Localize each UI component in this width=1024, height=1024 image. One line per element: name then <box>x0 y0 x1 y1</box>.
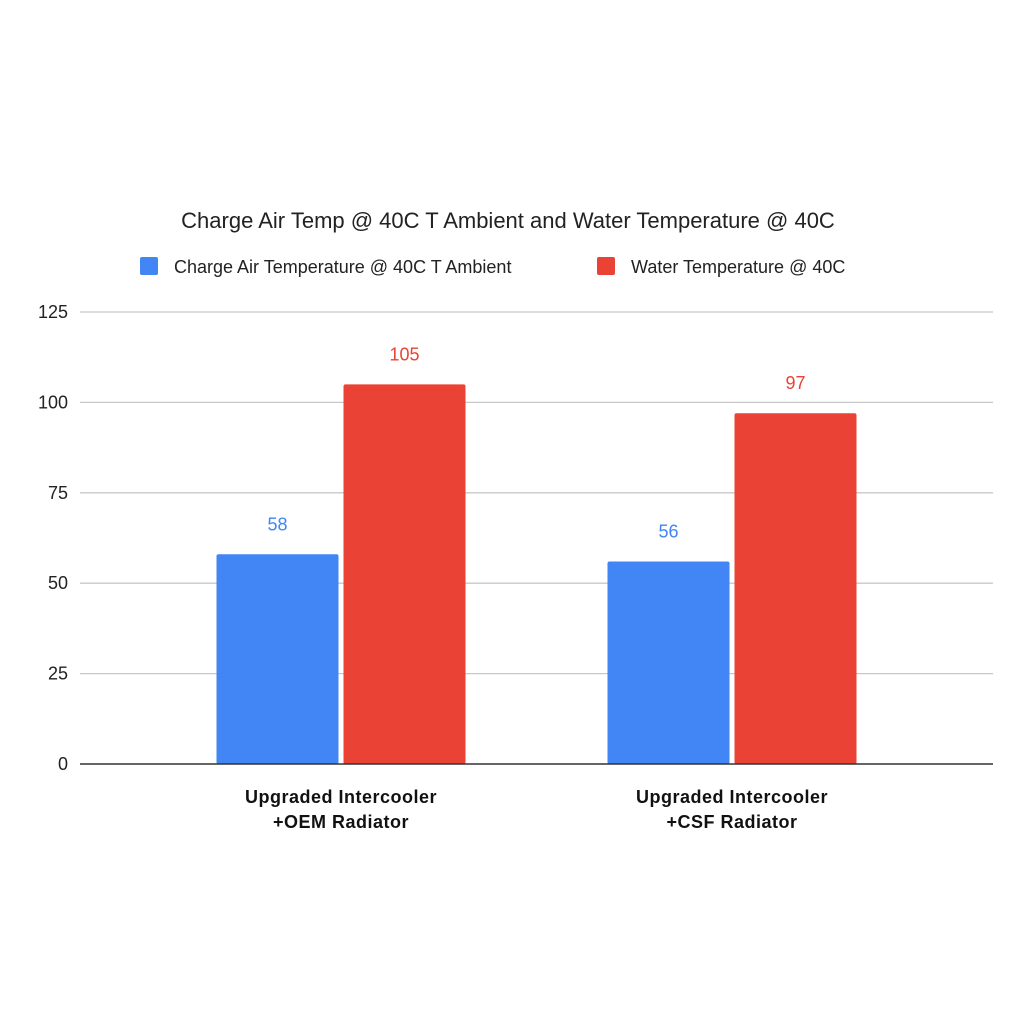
y-axis: 0 25 50 75 100 125 <box>38 302 68 774</box>
legend-swatch <box>140 257 158 275</box>
x-tick-label: +CSF Radiator <box>666 812 797 832</box>
x-axis: Upgraded Intercooler +OEM Radiator Upgrade… <box>80 763 993 832</box>
y-tick-label: 0 <box>58 754 68 774</box>
legend-label: Charge Air Temperature @ 40C T Ambient <box>174 257 511 277</box>
bar-water-2 <box>734 413 857 764</box>
data-labels: 58 56 105 97 <box>267 344 805 541</box>
x-tick-label: Upgraded Intercooler <box>636 787 828 807</box>
y-tick-label: 125 <box>38 302 68 322</box>
chart-title: Charge Air Temp @ 40C T Ambient and Wate… <box>181 208 835 233</box>
legend-swatch <box>597 257 615 275</box>
data-label: 105 <box>389 344 419 364</box>
data-label: 58 <box>267 514 287 534</box>
y-tick-label: 75 <box>48 483 68 503</box>
y-tick-label: 50 <box>48 573 68 593</box>
bar-charge-air-2 <box>607 561 730 764</box>
x-tick-label: Upgraded Intercooler <box>245 787 437 807</box>
bars <box>216 384 857 764</box>
bar-water-1 <box>343 384 466 764</box>
x-tick-label: +OEM Radiator <box>273 812 409 832</box>
legend-label: Water Temperature @ 40C <box>631 257 845 277</box>
y-tick-label: 25 <box>48 664 68 684</box>
data-label: 97 <box>785 373 805 393</box>
data-label: 56 <box>658 522 678 542</box>
legend: Charge Air Temperature @ 40C T Ambient Wa… <box>140 257 845 277</box>
bar-charge-air-1 <box>216 554 339 764</box>
y-tick-label: 100 <box>38 392 68 412</box>
